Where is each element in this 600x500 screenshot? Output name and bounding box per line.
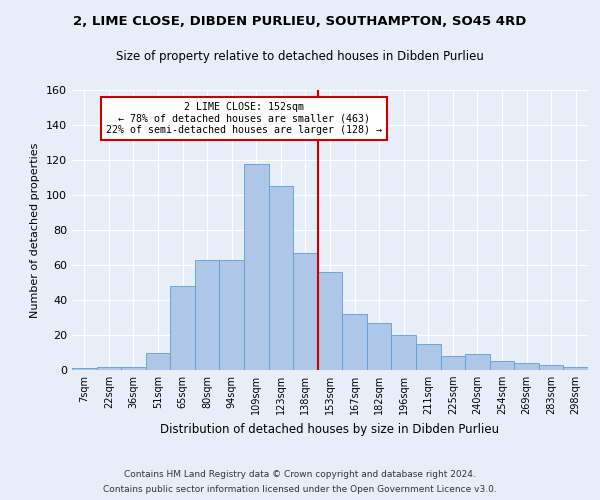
Bar: [391, 335, 416, 370]
Text: Distribution of detached houses by size in Dibden Purlieu: Distribution of detached houses by size …: [160, 422, 500, 436]
Bar: [514, 363, 539, 370]
Bar: [367, 323, 391, 370]
Text: 2 LIME CLOSE: 152sqm
← 78% of detached houses are smaller (463)
22% of semi-deta: 2 LIME CLOSE: 152sqm ← 78% of detached h…: [106, 102, 382, 136]
Bar: [121, 366, 146, 370]
Bar: [539, 365, 563, 370]
Bar: [97, 366, 121, 370]
Bar: [170, 286, 195, 370]
Bar: [490, 361, 514, 370]
Bar: [195, 260, 220, 370]
Text: Size of property relative to detached houses in Dibden Purlieu: Size of property relative to detached ho…: [116, 50, 484, 63]
Bar: [220, 260, 244, 370]
Bar: [465, 354, 490, 370]
Bar: [440, 356, 465, 370]
Bar: [563, 366, 588, 370]
Bar: [146, 352, 170, 370]
Text: Contains HM Land Registry data © Crown copyright and database right 2024.: Contains HM Land Registry data © Crown c…: [124, 470, 476, 479]
Bar: [318, 272, 342, 370]
Text: 2, LIME CLOSE, DIBDEN PURLIEU, SOUTHAMPTON, SO45 4RD: 2, LIME CLOSE, DIBDEN PURLIEU, SOUTHAMPT…: [73, 15, 527, 28]
Bar: [72, 368, 97, 370]
Y-axis label: Number of detached properties: Number of detached properties: [31, 142, 40, 318]
Bar: [342, 314, 367, 370]
Bar: [244, 164, 269, 370]
Bar: [293, 253, 318, 370]
Bar: [416, 344, 440, 370]
Text: Contains public sector information licensed under the Open Government Licence v3: Contains public sector information licen…: [103, 485, 497, 494]
Bar: [269, 186, 293, 370]
